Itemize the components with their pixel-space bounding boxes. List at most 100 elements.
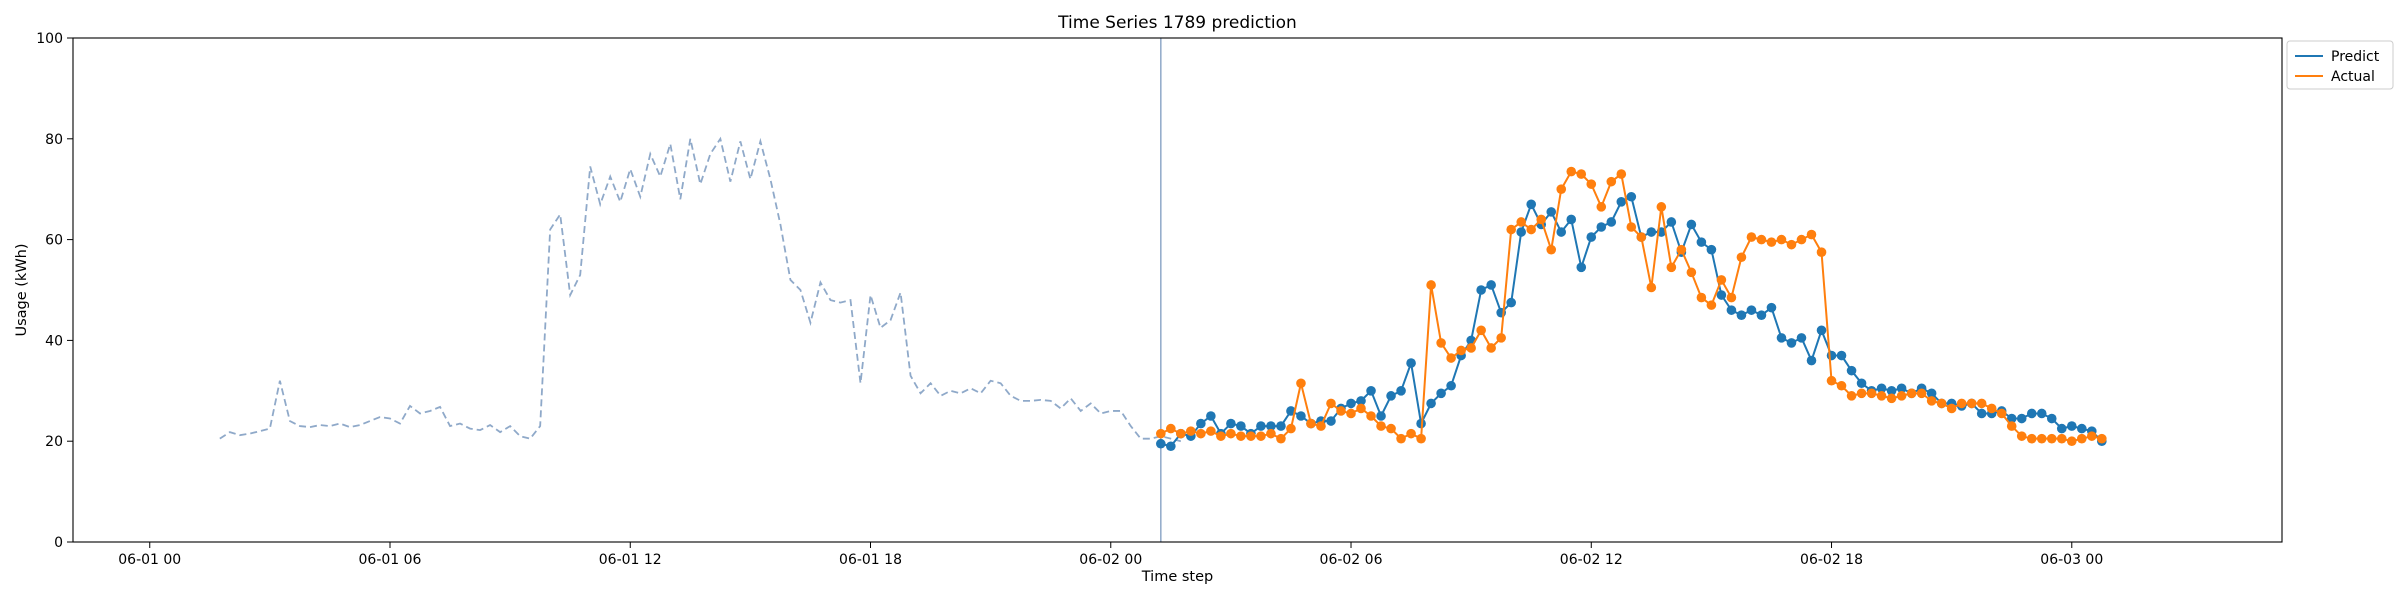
predict-point-90: [2056, 423, 2067, 434]
actual-point-1: [1166, 423, 1176, 434]
x-tick-label-6: 06-02 12: [1560, 552, 1623, 568]
actual-point-39: [1546, 244, 1557, 255]
actual-point-43: [1586, 179, 1597, 189]
actual-point-23: [1386, 423, 1396, 434]
actual-point-50: [1656, 202, 1667, 212]
actual-point-9: [1246, 431, 1256, 441]
actual-point-53: [1686, 267, 1697, 278]
predict-point-54: [1696, 237, 1707, 247]
actual-point-48: [1636, 232, 1647, 242]
predict-point-23: [1386, 391, 1396, 401]
actual-point-38: [1536, 214, 1547, 225]
actual-point-49: [1646, 282, 1657, 293]
predict-point-59: [1746, 305, 1757, 315]
predict-point-62: [1776, 333, 1787, 343]
predict-point-36: [1516, 227, 1526, 237]
predict-point-57: [1726, 305, 1737, 315]
predict-point-47: [1626, 191, 1637, 202]
predict-point-88: [2036, 408, 2047, 419]
predict-point-85: [2006, 413, 2017, 424]
predict-point-66: [1816, 325, 1827, 336]
actual-point-12: [1276, 433, 1286, 444]
predict-point-24: [1396, 386, 1406, 396]
actual-point-86: [2016, 431, 2027, 441]
actual-point-4: [1196, 428, 1206, 439]
predict-point-17: [1326, 416, 1336, 426]
predict-point-1: [1166, 441, 1176, 452]
predict-point-92: [2076, 423, 2087, 434]
predict-point-4: [1196, 418, 1206, 429]
predict-point-20: [1356, 396, 1366, 406]
predict-point-64: [1796, 333, 1807, 343]
actual-point-88: [2036, 433, 2047, 444]
actual-point-91: [2066, 436, 2077, 447]
actual-point-85: [2006, 421, 2017, 431]
actual-point-71: [1866, 388, 1877, 399]
x-tick-label-5: 06-02 06: [1320, 552, 1383, 568]
actual-point-18: [1336, 406, 1346, 416]
actual-point-89: [2046, 433, 2057, 444]
actual-point-46: [1616, 169, 1627, 179]
actual-point-84: [1996, 408, 2007, 419]
predict-point-21: [1366, 386, 1376, 396]
actual-point-14: [1296, 378, 1306, 389]
predict-point-61: [1766, 302, 1777, 313]
predict-point-14: [1296, 411, 1306, 421]
actual-point-81: [1966, 398, 1977, 409]
predict-point-29: [1446, 380, 1456, 391]
actual-point-87: [2026, 433, 2037, 444]
y-tick-label-4: 80: [45, 132, 63, 148]
x-axis-label: Time step: [1141, 569, 1213, 585]
actual-point-92: [2076, 433, 2087, 444]
actual-point-60: [1756, 234, 1767, 245]
predict-point-8: [1236, 421, 1246, 431]
actual-point-0: [1156, 428, 1166, 439]
actual-point-47: [1626, 222, 1637, 232]
predict-point-73: [1886, 386, 1897, 396]
actual-point-28: [1436, 338, 1446, 348]
y-tick-label-5: 100: [36, 31, 63, 47]
actual-point-62: [1776, 234, 1787, 245]
actual-point-25: [1406, 428, 1416, 439]
predict-point-65: [1806, 355, 1817, 366]
actual-point-61: [1766, 237, 1777, 247]
actual-point-40: [1556, 184, 1567, 194]
predict-point-49: [1646, 227, 1657, 237]
actual-point-75: [1906, 388, 1917, 399]
actual-point-3: [1186, 426, 1196, 436]
actual-point-24: [1396, 433, 1406, 444]
predict-point-55: [1706, 244, 1717, 255]
actual-point-52: [1676, 244, 1687, 255]
predict-point-28: [1436, 388, 1446, 399]
actual-point-13: [1286, 423, 1296, 434]
predict-point-51: [1666, 217, 1677, 227]
actual-point-70: [1856, 388, 1867, 399]
history-line: [219, 136, 1182, 443]
x-axis: 06-01 00 06-01 06 06-01 12 06-01 18 06-02 00…: [118, 542, 2103, 568]
actual-point-57: [1726, 292, 1737, 303]
actual-point-66: [1816, 247, 1827, 257]
actual-point-34: [1496, 333, 1506, 343]
actual-point-22: [1376, 421, 1386, 431]
actual-point-59: [1746, 232, 1757, 242]
x-tick-label-7: 06-02 18: [1800, 552, 1863, 568]
actual-point-58: [1736, 252, 1747, 263]
actual-point-80: [1956, 398, 1967, 409]
actual-point-73: [1886, 393, 1897, 404]
predict-point-19: [1346, 398, 1356, 409]
predict-point-43: [1586, 232, 1597, 242]
predict-point-68: [1836, 350, 1847, 361]
actual-point-56: [1716, 275, 1727, 285]
actual-point-74: [1896, 391, 1907, 401]
y-tick-label-1: 20: [45, 434, 63, 450]
actual-point-78: [1936, 398, 1947, 409]
actual-point-19: [1346, 408, 1356, 419]
predict-point-45: [1606, 217, 1617, 227]
predict-point-33: [1486, 280, 1496, 290]
predict-point-46: [1616, 197, 1627, 207]
actual-point-31: [1466, 343, 1476, 353]
actual-point-2: [1176, 428, 1186, 439]
actual-point-65: [1806, 229, 1817, 240]
actual-point-82: [1976, 398, 1987, 409]
